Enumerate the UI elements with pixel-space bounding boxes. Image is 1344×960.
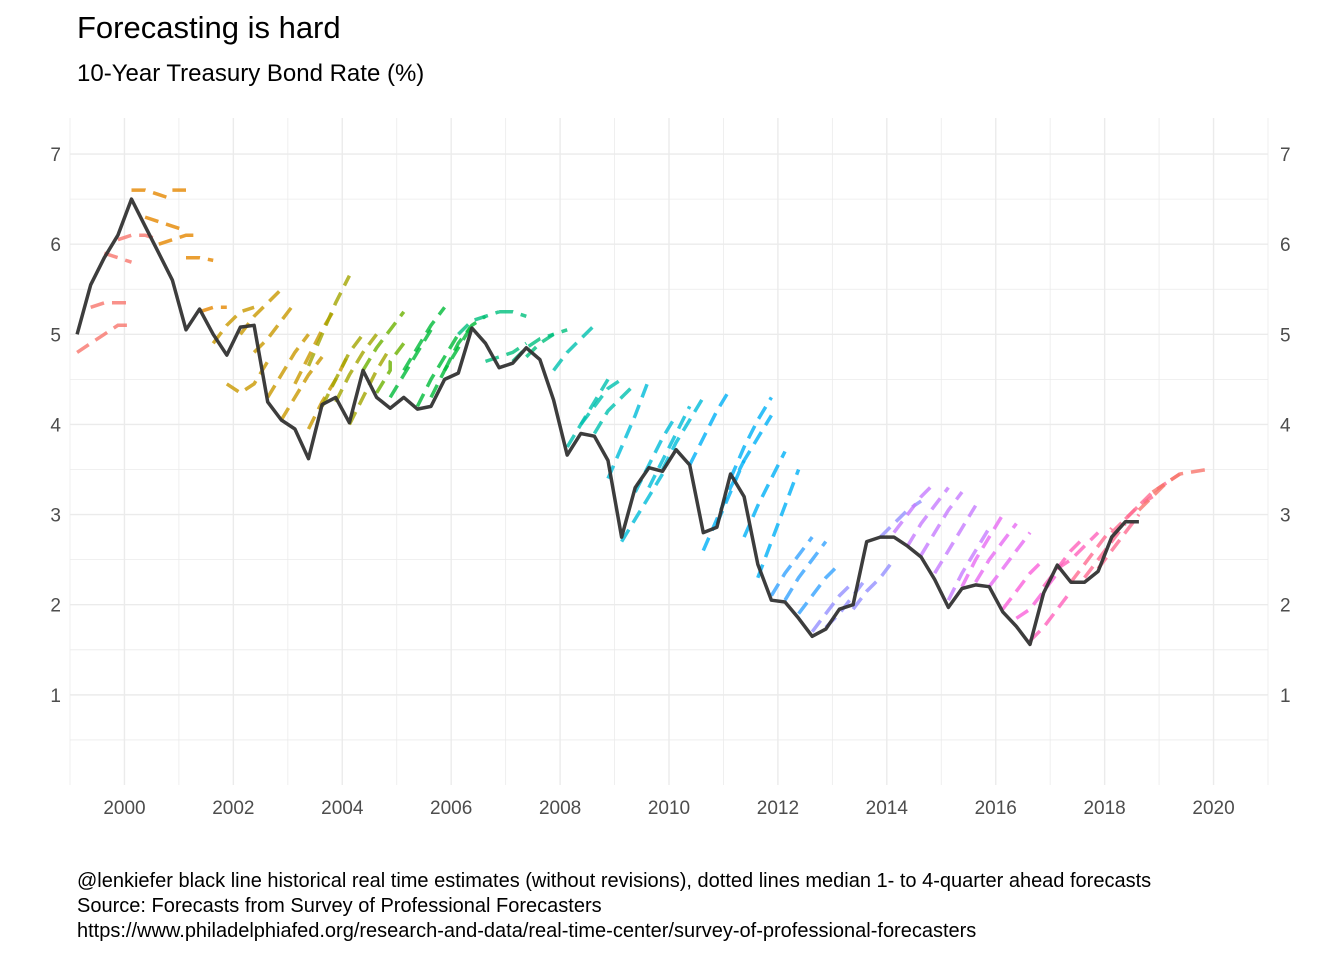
x-tick-label: 2008 — [539, 798, 581, 819]
forecast-line — [783, 540, 828, 602]
forecast-line — [797, 562, 841, 615]
y-tick-label-left: 3 — [50, 506, 61, 527]
y-tick-label-right: 6 — [1280, 235, 1291, 256]
forecast-line — [525, 328, 568, 359]
x-tick-label: 2000 — [103, 798, 145, 819]
forecast-line — [499, 310, 527, 318]
forecast-line — [266, 333, 310, 399]
y-tick-label-right: 3 — [1280, 506, 1291, 527]
y-tick-label-right: 5 — [1280, 325, 1291, 346]
forecast-line — [728, 396, 773, 480]
chart-subtitle: 10-Year Treasury Bond Rate (%) — [77, 60, 425, 87]
forecast-line — [592, 382, 637, 435]
caption-source: Source: Forecasts from Survey of Profess… — [77, 895, 602, 917]
forecast-line — [1151, 467, 1208, 494]
y-tick-label-right: 2 — [1280, 596, 1291, 617]
forecast-line — [620, 473, 664, 543]
forecast-line — [306, 274, 351, 367]
forecast-line — [429, 324, 474, 399]
y-tick-label-left: 4 — [50, 415, 61, 436]
forecast-line — [906, 486, 950, 548]
axis-labels: 2000 2002 2004 2006 2008 2010 2012 2014 2016 2018… — [50, 145, 1291, 819]
y-tick-label-left: 2 — [50, 596, 61, 617]
forecast-line — [579, 377, 623, 426]
forecast-line — [1001, 558, 1045, 611]
forecast-line — [756, 468, 801, 579]
forecast-line — [933, 504, 978, 575]
forecast-line — [606, 378, 651, 480]
historical-rate-line — [75, 197, 1139, 647]
forecast-line — [402, 306, 446, 372]
x-tick-label: 2002 — [212, 798, 254, 819]
forecast-line — [279, 355, 324, 421]
x-tick-label: 2014 — [866, 798, 909, 819]
x-tick-label: 2004 — [321, 798, 364, 819]
forecast-line — [361, 310, 406, 372]
forecast-line — [552, 324, 596, 372]
forecast-line — [415, 333, 460, 408]
forecast-line — [1028, 590, 1073, 643]
forecast-line — [334, 333, 378, 403]
forecast-line — [484, 341, 528, 364]
x-tick-label: 2006 — [430, 798, 472, 819]
x-tick-label: 2010 — [648, 798, 690, 819]
forecast-line — [647, 405, 692, 489]
forecast-line — [660, 396, 705, 471]
y-tick-label-right: 4 — [1280, 415, 1291, 436]
chart-title: Forecasting is hard — [77, 10, 341, 45]
forecast-line — [388, 328, 433, 399]
forecast-line — [186, 255, 214, 263]
historical-line — [75, 197, 1139, 647]
forecast-line — [742, 450, 787, 538]
forecast-line — [1069, 527, 1114, 584]
x-tick-label: 2012 — [757, 798, 799, 819]
forecast-line — [375, 342, 406, 394]
y-tick-label-left: 6 — [50, 235, 61, 256]
forecast-line — [715, 414, 773, 525]
x-tick-label: 2016 — [975, 798, 1017, 819]
forecast-line — [320, 333, 365, 408]
y-tick-label-left: 1 — [50, 686, 61, 707]
forecast-line — [103, 251, 133, 264]
y-tick-label-right: 1 — [1280, 686, 1291, 707]
forecast-line — [946, 527, 991, 601]
caption-url: https://www.philadelphiafed.org/research… — [77, 920, 977, 942]
forecast-line — [769, 536, 814, 597]
forecast-line — [199, 305, 227, 314]
y-tick-label-right: 7 — [1280, 145, 1291, 166]
forecast-line — [131, 188, 173, 201]
forecast-line — [987, 531, 1032, 588]
forecast-line — [688, 387, 732, 466]
caption-attribution: @lenkiefer black line historical real ti… — [77, 870, 1152, 892]
forecast-line — [90, 301, 132, 309]
forecast-line — [1096, 513, 1141, 570]
forecast-line — [974, 522, 1018, 584]
forecast-line — [211, 305, 255, 345]
forecast-line — [919, 491, 964, 557]
y-tick-label-left: 7 — [50, 145, 61, 166]
x-tick-label: 2020 — [1192, 798, 1234, 819]
forecast-line — [158, 233, 200, 246]
grid-lines — [69, 118, 1269, 785]
forecast-line — [144, 215, 187, 233]
forecast-line — [633, 414, 678, 493]
forecast-lines — [76, 188, 1208, 643]
forecast-line — [252, 301, 297, 354]
forecast-line — [810, 580, 855, 633]
forecast-line — [76, 323, 132, 354]
forecast-line — [892, 481, 936, 534]
y-tick-label-left: 5 — [50, 325, 61, 346]
x-tick-label: 2018 — [1083, 798, 1125, 819]
forecast-line — [565, 378, 610, 448]
forecast-line — [851, 558, 896, 611]
forecast-line — [1056, 531, 1100, 571]
forecast-line — [960, 513, 1005, 588]
forecast-line — [457, 310, 500, 336]
